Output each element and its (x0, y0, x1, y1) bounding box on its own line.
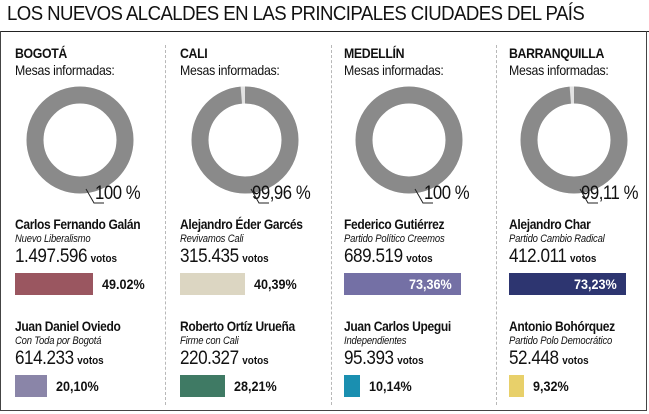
candidate-block: Federico Gutiérrez Partido Político Creem… (344, 216, 509, 306)
mesas-donut (191, 86, 299, 204)
vote-count: 1.497.596 votos (15, 246, 117, 268)
vote-count: 52.448 votos (509, 348, 589, 370)
mesas-percent: 99,11 % (581, 183, 639, 204)
city-column: MEDELLÍN Mesas informadas: 100 % Federico G… (344, 40, 504, 410)
vote-number: 614.233 (15, 348, 74, 369)
party-name: Partido Polo Democrático (509, 335, 613, 347)
vote-word: votos (90, 253, 118, 265)
vote-number: 220.327 (180, 348, 239, 369)
vote-bar (180, 375, 226, 397)
mesas-donut (26, 86, 134, 204)
candidate-name: Antonio Bohórquez (509, 318, 615, 334)
leader-line (250, 188, 269, 204)
vote-percent: 9,32% (532, 378, 569, 394)
column-separator (331, 45, 332, 405)
column-separator (165, 45, 166, 405)
vote-count: 412.011 votos (509, 246, 596, 268)
party-name: Revivamos Cali (180, 233, 244, 245)
title-rule (0, 31, 649, 32)
mesas-percent: 100 % (95, 183, 141, 204)
city-name: BOGOTÁ (15, 45, 67, 61)
vote-number: 95.393 (344, 348, 394, 369)
candidate-block: Carlos Fernando Galán Nuevo Liberalismo 1.… (15, 216, 180, 306)
party-name: Nuevo Liberalismo (15, 233, 91, 245)
candidate-name: Juan Carlos Upegui (344, 318, 451, 334)
panel-border (0, 31, 647, 411)
mesas-label: Mesas informadas: (509, 62, 609, 78)
vote-number: 1.497.596 (15, 246, 88, 267)
candidate-block: Juan Daniel Oviedo Con Toda por Bogotá 614… (15, 318, 180, 408)
candidate-block: Juan Carlos Upegui Independientes 95.393 vo… (344, 318, 509, 408)
candidate-name: Juan Daniel Oviedo (15, 318, 121, 334)
party-name: Firme con Cali (180, 335, 239, 347)
vote-bar (509, 375, 524, 397)
mesas-label: Mesas informadas: (15, 62, 115, 78)
vote-bar (15, 375, 48, 397)
vote-number: 689.519 (344, 246, 403, 267)
city-column: CALI Mesas informadas: 99,96 % Alejandro Éd… (180, 40, 340, 410)
vote-percent: 20,10% (56, 378, 99, 394)
vote-percent: 28,21% (234, 378, 277, 394)
city-name: CALI (180, 45, 208, 61)
mesas-label: Mesas informadas: (344, 62, 444, 78)
vote-number: 315.435 (180, 246, 239, 267)
party-name: Partido Político Creemos (344, 233, 445, 245)
mesas-percent: 99,96 % (252, 183, 311, 204)
mesas-donut (355, 86, 463, 204)
leader-line (579, 188, 598, 204)
leader-line (414, 188, 433, 204)
vote-bar (344, 375, 361, 397)
vote-bar (509, 273, 627, 295)
vote-number: 412.011 (509, 246, 567, 267)
vote-word: votos (570, 253, 597, 265)
city-name: MEDELLÍN (344, 45, 405, 61)
vote-count: 689.519 votos (344, 246, 433, 268)
city-name: BARRANQUILLA (509, 45, 605, 61)
candidate-name: Federico Gutiérrez (344, 216, 445, 232)
donut-reported-slice (355, 86, 463, 194)
candidate-block: Roberto Ortíz Urueña Firme con Cali 220.32… (180, 318, 345, 408)
party-name: Con Toda por Bogotá (15, 335, 102, 347)
vote-count: 614.233 votos (15, 348, 104, 370)
mesas-percent: 100 % (424, 183, 470, 204)
donut-reported-slice (26, 86, 134, 194)
vote-percent: 73,23% (574, 276, 617, 292)
vote-number: 52.448 (509, 348, 559, 369)
vote-bar (15, 273, 94, 295)
mesas-label: Mesas informadas: (180, 62, 280, 78)
column-separator (496, 45, 497, 405)
party-name: Partido Cambio Radical (509, 233, 605, 245)
vote-word: votos (77, 355, 104, 367)
vote-percent: 49.02% (102, 276, 146, 292)
mesas-donut (520, 86, 628, 204)
candidate-block: Alejandro Char Partido Cambio Radical 412.… (509, 216, 649, 306)
vote-word: votos (562, 355, 589, 367)
vote-bar (344, 273, 462, 295)
vote-bar (180, 273, 245, 295)
vote-word: votos (242, 253, 269, 265)
vote-count: 315.435 votos (180, 246, 269, 268)
leader-line (85, 188, 104, 204)
candidate-name: Roberto Ortíz Urueña (180, 318, 295, 334)
candidate-name: Alejandro Éder Garcés (180, 216, 303, 232)
donut-reported-slice (191, 86, 299, 194)
vote-word: votos (397, 355, 424, 367)
chart-title: LOS NUEVOS ALCALDES EN LAS PRINCIPALES C… (7, 3, 585, 25)
candidate-name: Carlos Fernando Galán (15, 216, 141, 232)
city-column: BOGOTÁ Mesas informadas: 100 % Carlos Ferna… (15, 40, 175, 410)
donut-reported-slice (520, 86, 628, 194)
vote-percent: 73,36% (409, 276, 453, 292)
candidate-block: Antonio Bohórquez Partido Polo Democrátic… (509, 318, 649, 408)
vote-count: 220.327 votos (180, 348, 269, 370)
vote-percent: 40,39% (253, 276, 297, 292)
party-name: Independientes (344, 335, 407, 347)
vote-percent: 10,14% (369, 378, 412, 394)
candidate-block: Alejandro Éder Garcés Revivamos Cali 315.4… (180, 216, 345, 306)
vote-word: votos (406, 253, 433, 265)
vote-word: votos (242, 355, 269, 367)
vote-count: 95.393 votos (344, 348, 424, 370)
candidate-name: Alejandro Char (509, 216, 591, 232)
city-column: BARRANQUILLA Mesas informadas: 99,11 % Alej… (509, 40, 649, 410)
